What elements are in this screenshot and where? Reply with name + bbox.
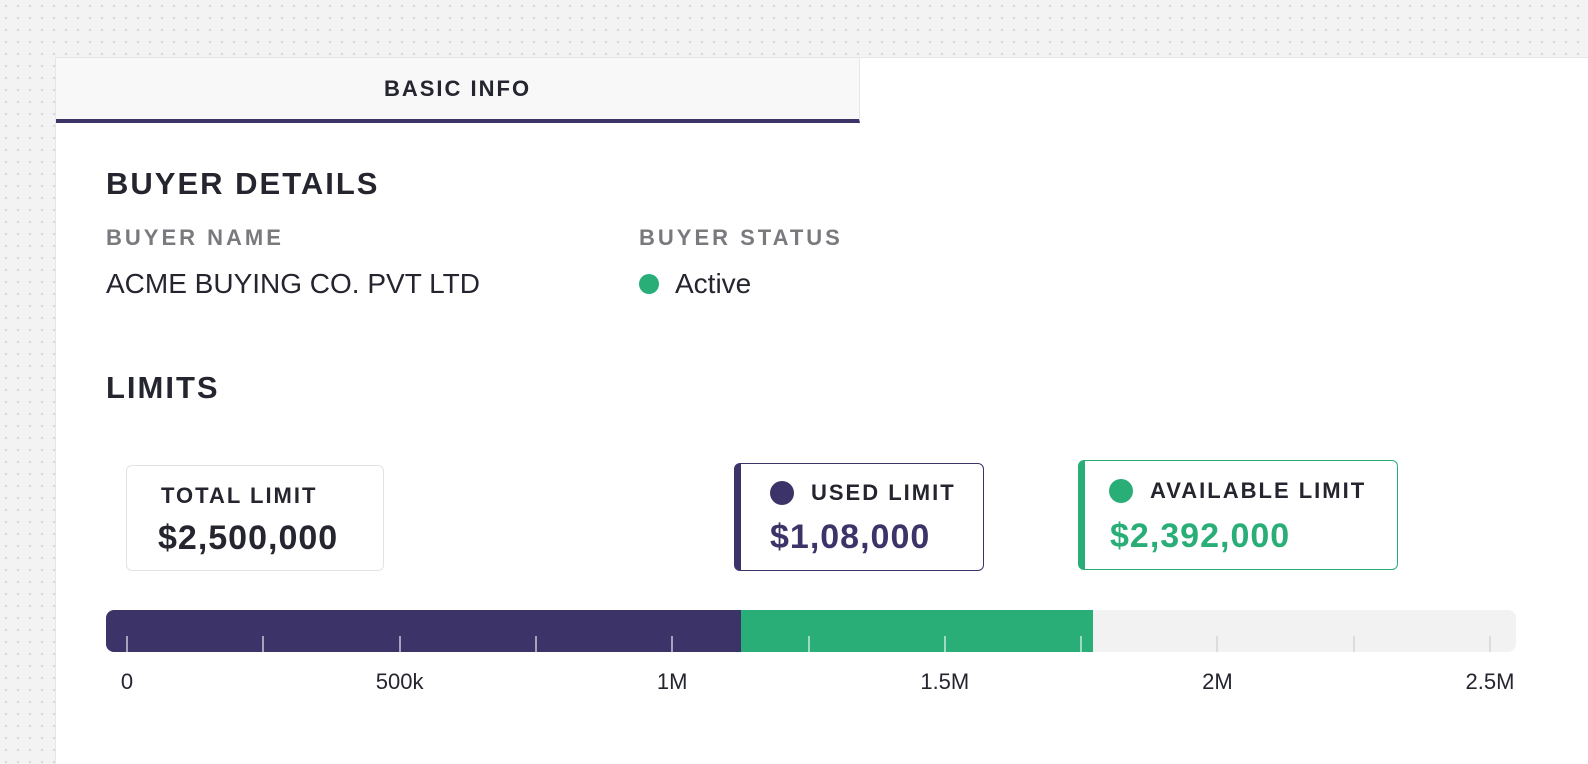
status-dot-icon [639, 274, 659, 294]
used-limit-label: USED LIMIT [811, 480, 956, 505]
bar-tick [126, 636, 128, 652]
axis-tick-label: 2M [1202, 669, 1233, 694]
available-limit-label: AVAILABLE LIMIT [1150, 478, 1367, 503]
bar-tick [1216, 636, 1219, 652]
used-legend-dot-icon [770, 481, 794, 505]
used-limit-box: USED LIMIT $1,08,000 [734, 463, 984, 571]
available-limit-value: $2,392,000 [1110, 517, 1291, 555]
used-limit-header: USED LIMIT [770, 480, 956, 506]
limit-bar-track [106, 610, 1516, 652]
total-limit-value: $2,500,000 [158, 519, 339, 557]
bar-tick [1489, 636, 1491, 652]
buyer-details-heading: BUYER DETAILS [106, 166, 380, 201]
total-limit-label: TOTAL LIMIT [161, 483, 318, 508]
available-limit-box: AVAILABLE LIMIT $2,392,000 [1078, 460, 1398, 570]
axis-tick-label: 1M [656, 669, 688, 694]
available-limit-header: AVAILABLE LIMIT [1109, 478, 1366, 504]
bar-tick [1352, 636, 1355, 652]
total-limit-box: TOTAL LIMIT $2,500,000 [126, 465, 384, 571]
buyer-status-label: BUYER STATUS [639, 225, 843, 250]
bar-tick [807, 636, 810, 652]
axis-tick-label: 1.5M [920, 669, 970, 694]
axis-tick-label: 2.5M [1465, 669, 1515, 694]
available-legend-dot-icon [1109, 479, 1133, 503]
limit-bar-segment-available [740, 610, 1093, 652]
bar-tick [671, 636, 674, 652]
buyer-name-label: BUYER NAME [106, 225, 284, 250]
limit-bar-segment-used [106, 610, 741, 652]
bar-tick [398, 636, 401, 652]
bar-tick [534, 636, 537, 652]
bar-tick [943, 636, 946, 652]
used-limit-value: $1,08,000 [770, 518, 931, 556]
limits-heading: LIMITS [106, 370, 220, 405]
bar-tick [1080, 636, 1083, 652]
axis-tick-label: 500k [375, 669, 424, 694]
axis-tick-label: 0 [120, 669, 134, 694]
buyer-info-card: BASIC INFO BUYER DETAILS BUYER NAME ACME… [55, 57, 1588, 764]
bar-tick [262, 636, 265, 652]
buyer-status-value: Active [675, 268, 752, 299]
tab-basic-info[interactable]: BASIC INFO [56, 58, 860, 123]
buyer-status: Active [639, 268, 751, 300]
buyer-name-value: ACME BUYING CO. PVT LTD [106, 268, 480, 299]
